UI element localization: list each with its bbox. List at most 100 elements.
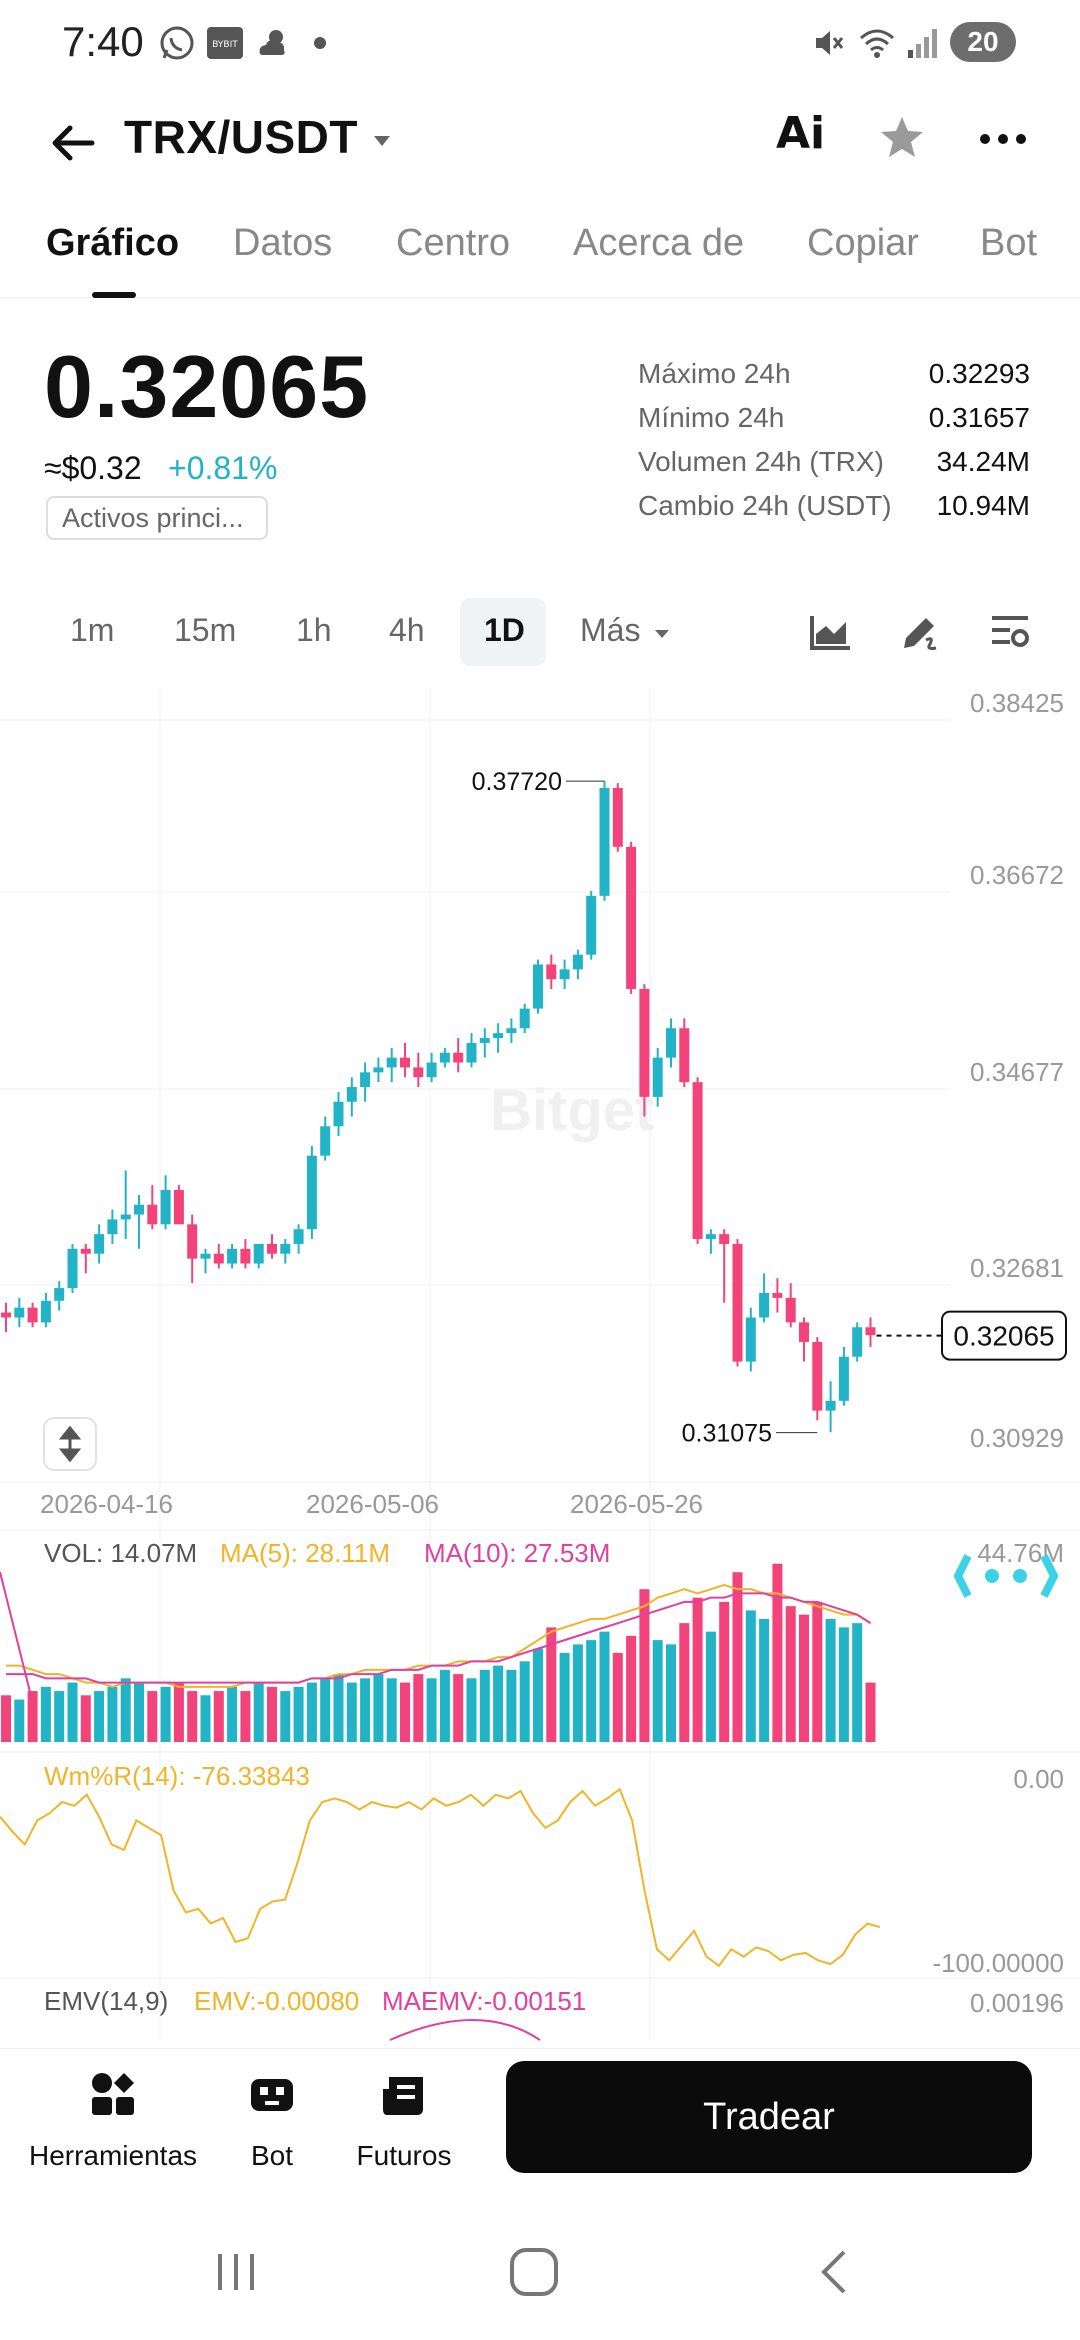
interval-1d[interactable]: 1D xyxy=(484,612,525,648)
volume-ma5-label: MA(5): 28.11M xyxy=(220,1538,390,1568)
candle-body xyxy=(652,1057,663,1097)
futures-icon xyxy=(383,2077,423,2115)
tools-icon xyxy=(92,2073,134,2115)
candle-body xyxy=(80,1248,91,1254)
candle-body xyxy=(599,787,610,896)
candle-body xyxy=(27,1307,38,1323)
candle-body xyxy=(705,1234,716,1240)
volume-bar xyxy=(333,1674,344,1742)
volume-bar xyxy=(865,1682,876,1742)
candle-body xyxy=(14,1307,25,1318)
floating-widget-dot xyxy=(985,1569,999,1583)
tab-centro[interactable]: Centro xyxy=(396,222,511,264)
tab-copiar[interactable]: Copiar xyxy=(807,222,919,264)
home-icon[interactable] xyxy=(504,2242,564,2302)
candle-body xyxy=(719,1234,730,1244)
price-axis-label: 0.34677 xyxy=(970,1057,1064,1087)
volume-bar xyxy=(626,1635,637,1742)
date-axis-label: 2026-05-06 xyxy=(306,1489,439,1519)
volume-bar xyxy=(453,1674,464,1742)
wr-line xyxy=(0,1787,881,1968)
candle-body xyxy=(732,1243,743,1362)
volume-bar xyxy=(612,1652,623,1742)
volume-bar xyxy=(120,1678,131,1742)
ai-button[interactable]: Ai xyxy=(776,108,826,159)
candle-body xyxy=(692,1082,703,1240)
interval-15m[interactable]: 15m xyxy=(174,612,237,648)
tab-acerca-de[interactable]: Acerca de xyxy=(573,222,745,264)
volume-bar xyxy=(240,1691,251,1742)
candle-body xyxy=(559,969,570,980)
volume-bar xyxy=(134,1682,144,1742)
candle-body xyxy=(533,964,543,1009)
volume-bar xyxy=(200,1695,211,1742)
more-caret-icon[interactable] xyxy=(654,628,670,640)
tab-datos[interactable]: Datos xyxy=(233,222,333,264)
volume-bar xyxy=(107,1686,118,1742)
price-axis-label: 0.32681 xyxy=(970,1253,1064,1283)
volume-bar xyxy=(213,1691,224,1742)
candle-body xyxy=(280,1243,291,1254)
date-axis-label: 2026-05-26 xyxy=(570,1489,703,1519)
volume-bar xyxy=(439,1669,450,1742)
bottom-action-bar: Herramientas Bot Futuros Tradear xyxy=(0,2048,1080,2208)
low-annotation-label: 0.31075 xyxy=(682,1420,772,1448)
stat-label-volume: Volumen 24h (TRX) xyxy=(638,446,884,477)
back-arrow-icon[interactable] xyxy=(48,118,98,168)
trade-button[interactable]: Tradear xyxy=(506,2061,1032,2173)
interval-1m[interactable]: 1m xyxy=(70,612,115,648)
volume-bar xyxy=(812,1601,823,1742)
candle-body xyxy=(107,1219,118,1235)
volume-bar xyxy=(67,1682,78,1742)
stat-label-low: Mínimo 24h xyxy=(638,402,785,433)
nav-futuros[interactable]: Futuros xyxy=(350,2069,458,2172)
volume-bar xyxy=(280,1691,291,1742)
volume-bar xyxy=(94,1691,105,1742)
nav-bot[interactable]: Bot xyxy=(232,2069,312,2172)
stat-value-low: 0.31657 xyxy=(928,402,1030,433)
pair-dropdown-caret-icon[interactable] xyxy=(372,134,392,148)
candle-body xyxy=(626,846,637,989)
candle-body xyxy=(546,964,557,980)
interval-more[interactable]: Más xyxy=(580,612,641,648)
favorite-star-icon[interactable] xyxy=(878,114,926,162)
tab-bot[interactable]: Bot xyxy=(980,222,1038,264)
candle-body xyxy=(1,1312,11,1318)
pair-header: TRX/USDT Ai xyxy=(0,96,1080,196)
interval-4h[interactable]: 4h xyxy=(389,612,425,648)
candle-body xyxy=(187,1224,198,1259)
indicator-settings-icon[interactable] xyxy=(986,608,1034,656)
volume-bar xyxy=(493,1665,504,1742)
content-tabs: Gráfico Datos Centro Acerca de Copiar Bo… xyxy=(0,222,1080,298)
candle-body xyxy=(54,1288,65,1301)
price-axis-label: 0.30929 xyxy=(970,1423,1064,1453)
asset-category-badge[interactable]: Activos princi... xyxy=(46,496,268,540)
chart-type-icon[interactable] xyxy=(806,608,854,656)
volume-bar xyxy=(692,1597,703,1742)
candle-body xyxy=(745,1317,756,1362)
recent-apps-icon[interactable] xyxy=(206,2242,266,2302)
candle-body xyxy=(586,895,597,955)
interval-1h[interactable]: 1h xyxy=(296,612,332,648)
volume-bar xyxy=(80,1695,91,1742)
vertical-resize-icon xyxy=(58,1425,82,1463)
volume-bar xyxy=(546,1627,557,1742)
volume-bar xyxy=(719,1601,730,1742)
signal-icon xyxy=(908,29,937,58)
more-options-icon[interactable] xyxy=(978,132,1028,146)
usd-price: ≈$0.32 xyxy=(44,450,142,486)
candle-body xyxy=(333,1101,344,1127)
nav-herramientas[interactable]: Herramientas xyxy=(28,2069,198,2172)
volume-bar xyxy=(759,1618,770,1742)
candle-body xyxy=(160,1190,171,1225)
price-axis-label: 0.38425 xyxy=(970,688,1064,718)
back-nav-icon[interactable] xyxy=(806,2242,866,2302)
volume-bar xyxy=(306,1682,317,1742)
volume-bar xyxy=(519,1661,530,1742)
drawing-tools-icon[interactable] xyxy=(896,608,944,656)
candle-body xyxy=(493,1033,504,1039)
pair-title[interactable]: TRX/USDT xyxy=(124,111,358,163)
tab-grafico[interactable]: Gráfico xyxy=(46,222,180,264)
volume-ma10-line-start xyxy=(0,1571,33,1701)
price-chart[interactable]: Bitget 0.38425 0.36672 0.34677 0.32681 0.3092… xyxy=(0,688,1080,2048)
